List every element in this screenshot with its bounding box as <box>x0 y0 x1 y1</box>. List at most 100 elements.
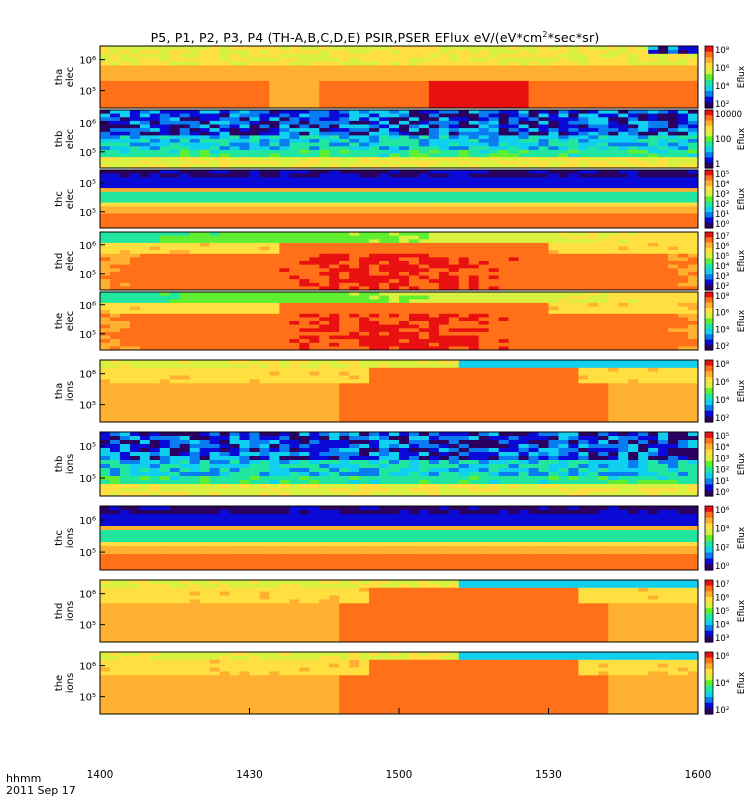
colorbar-swatch <box>705 517 713 524</box>
colorbar-swatch <box>705 91 713 98</box>
colorbar-tick-label: 10⁰ <box>715 562 730 572</box>
colorbar-swatch <box>705 242 713 249</box>
colorbar-swatch <box>705 68 713 75</box>
colorbar-swatch <box>705 162 713 169</box>
colorbar-swatch <box>705 258 713 265</box>
colorbar-swatch <box>705 461 713 468</box>
colorbar-tick-label: 10⁴ <box>715 525 730 535</box>
colorbar-swatch <box>705 674 713 681</box>
y-tick-label: 10⁵ <box>79 474 96 485</box>
colorbar-swatch <box>705 85 713 92</box>
colorbar-tick-label: 10⁶ <box>715 652 730 662</box>
colorbar-swatch <box>705 157 713 164</box>
colorbar-tick-label: 10² <box>715 414 729 424</box>
colorbar-swatch <box>705 472 713 480</box>
colorbar-swatch <box>705 437 713 445</box>
colorbar-swatch <box>705 115 713 122</box>
colorbar-swatch <box>705 365 713 372</box>
colorbar-swatch <box>705 292 713 298</box>
colorbar-label: Eflux <box>737 249 747 272</box>
y-tick-label: 10⁶ <box>79 370 96 381</box>
spectrogram-image <box>100 46 698 108</box>
y-tick-label: 10⁵ <box>79 330 96 341</box>
colorbar-swatch <box>705 323 713 330</box>
panel-ylabel-species: ions <box>65 528 76 548</box>
spectrogram-image <box>100 580 698 642</box>
panel-ylabel-probe: tha <box>54 383 65 399</box>
colorbar-swatch <box>705 558 713 565</box>
colorbar: 10⁷ 10⁶ 10⁵ 10⁴ 10³ Eflux <box>704 579 747 644</box>
colorbar-frame <box>704 231 714 291</box>
colorbar-swatch <box>705 196 713 203</box>
colorbar-label: Eflux <box>737 452 747 475</box>
panel-ylabel: thcelec <box>54 189 76 210</box>
colorbar-swatch <box>705 708 713 715</box>
y-tick-label: 10⁵ <box>79 179 96 190</box>
colorbar-tick-label: 10¹ <box>715 210 729 220</box>
colorbar-swatch <box>705 382 713 389</box>
colorbar-swatch <box>705 302 713 309</box>
spectrogram-image <box>100 506 698 570</box>
panel-ylabel-species: ions <box>65 454 76 474</box>
panel-ylabel: thbelec <box>54 129 76 150</box>
colorbar: 10⁸ 10⁶ 10⁴ 10² Eflux <box>704 291 747 352</box>
colorbar-swatch <box>705 529 713 536</box>
colorbar-frame <box>704 579 714 643</box>
spectrogram-image <box>100 232 698 290</box>
colorbar-tick-label: 10⁸ <box>715 46 730 56</box>
colorbar-swatch <box>705 405 713 412</box>
x-tick-label: 1400 <box>87 769 114 781</box>
colorbar-swatch <box>705 297 713 304</box>
colorbar-swatch <box>705 511 713 519</box>
colorbar-swatch <box>705 580 713 587</box>
colorbar-swatch <box>705 564 713 571</box>
colorbar-swatch <box>705 279 713 286</box>
colorbar-tick-label: 10³ <box>715 190 729 200</box>
colorbar-tick-label: 10⁵ <box>715 607 729 617</box>
panel-ylabel-species: elec <box>65 129 76 150</box>
panel-ylabel-probe: thb <box>54 456 65 473</box>
y-tick-label: 10⁶ <box>79 516 96 527</box>
colorbar-tick-label: 10⁶ <box>715 378 730 388</box>
chart-title-superscript: 2 <box>542 30 548 39</box>
colorbar-tick-label: 10⁴ <box>715 180 730 190</box>
colorbar-swatch <box>705 596 713 604</box>
colorbar-frame <box>704 505 714 571</box>
colorbar-swatch <box>705 232 713 238</box>
colorbar-tick-label: 10² <box>715 543 729 553</box>
colorbar-swatch <box>705 253 713 259</box>
colorbar-swatch <box>705 490 713 497</box>
colorbar-swatch <box>705 652 713 659</box>
colorbar-swatch <box>705 393 713 400</box>
colorbar-swatch <box>705 217 713 224</box>
colorbar-tick-label: 10⁸ <box>715 292 730 302</box>
colorbar: 10⁸ 10⁶ 10⁴ 10² Eflux <box>704 359 747 424</box>
colorbar-label: Eflux <box>737 187 747 210</box>
colorbar-swatch <box>705 328 713 335</box>
panel-ylabel-probe: the <box>54 675 65 691</box>
panel-ylabel: thdelec <box>54 251 76 272</box>
y-tick-label: 10⁵ <box>79 693 96 704</box>
colorbar-label: Eflux <box>737 379 747 402</box>
panel-frame <box>99 579 699 643</box>
colorbar-label: Eflux <box>737 65 747 88</box>
colorbar-swatch <box>705 410 713 417</box>
spectrogram-image <box>100 432 698 496</box>
colorbar-swatch <box>705 141 713 148</box>
colorbar-swatch <box>705 371 713 378</box>
colorbar-swatch <box>705 247 713 254</box>
colorbar-swatch <box>705 466 713 474</box>
colorbar-swatch <box>705 152 713 159</box>
colorbar-label: Eflux <box>737 599 747 622</box>
colorbar-swatch <box>705 484 713 491</box>
panel-frame <box>99 291 699 351</box>
colorbar-frame <box>704 291 714 351</box>
colorbar-swatch <box>705 185 713 192</box>
